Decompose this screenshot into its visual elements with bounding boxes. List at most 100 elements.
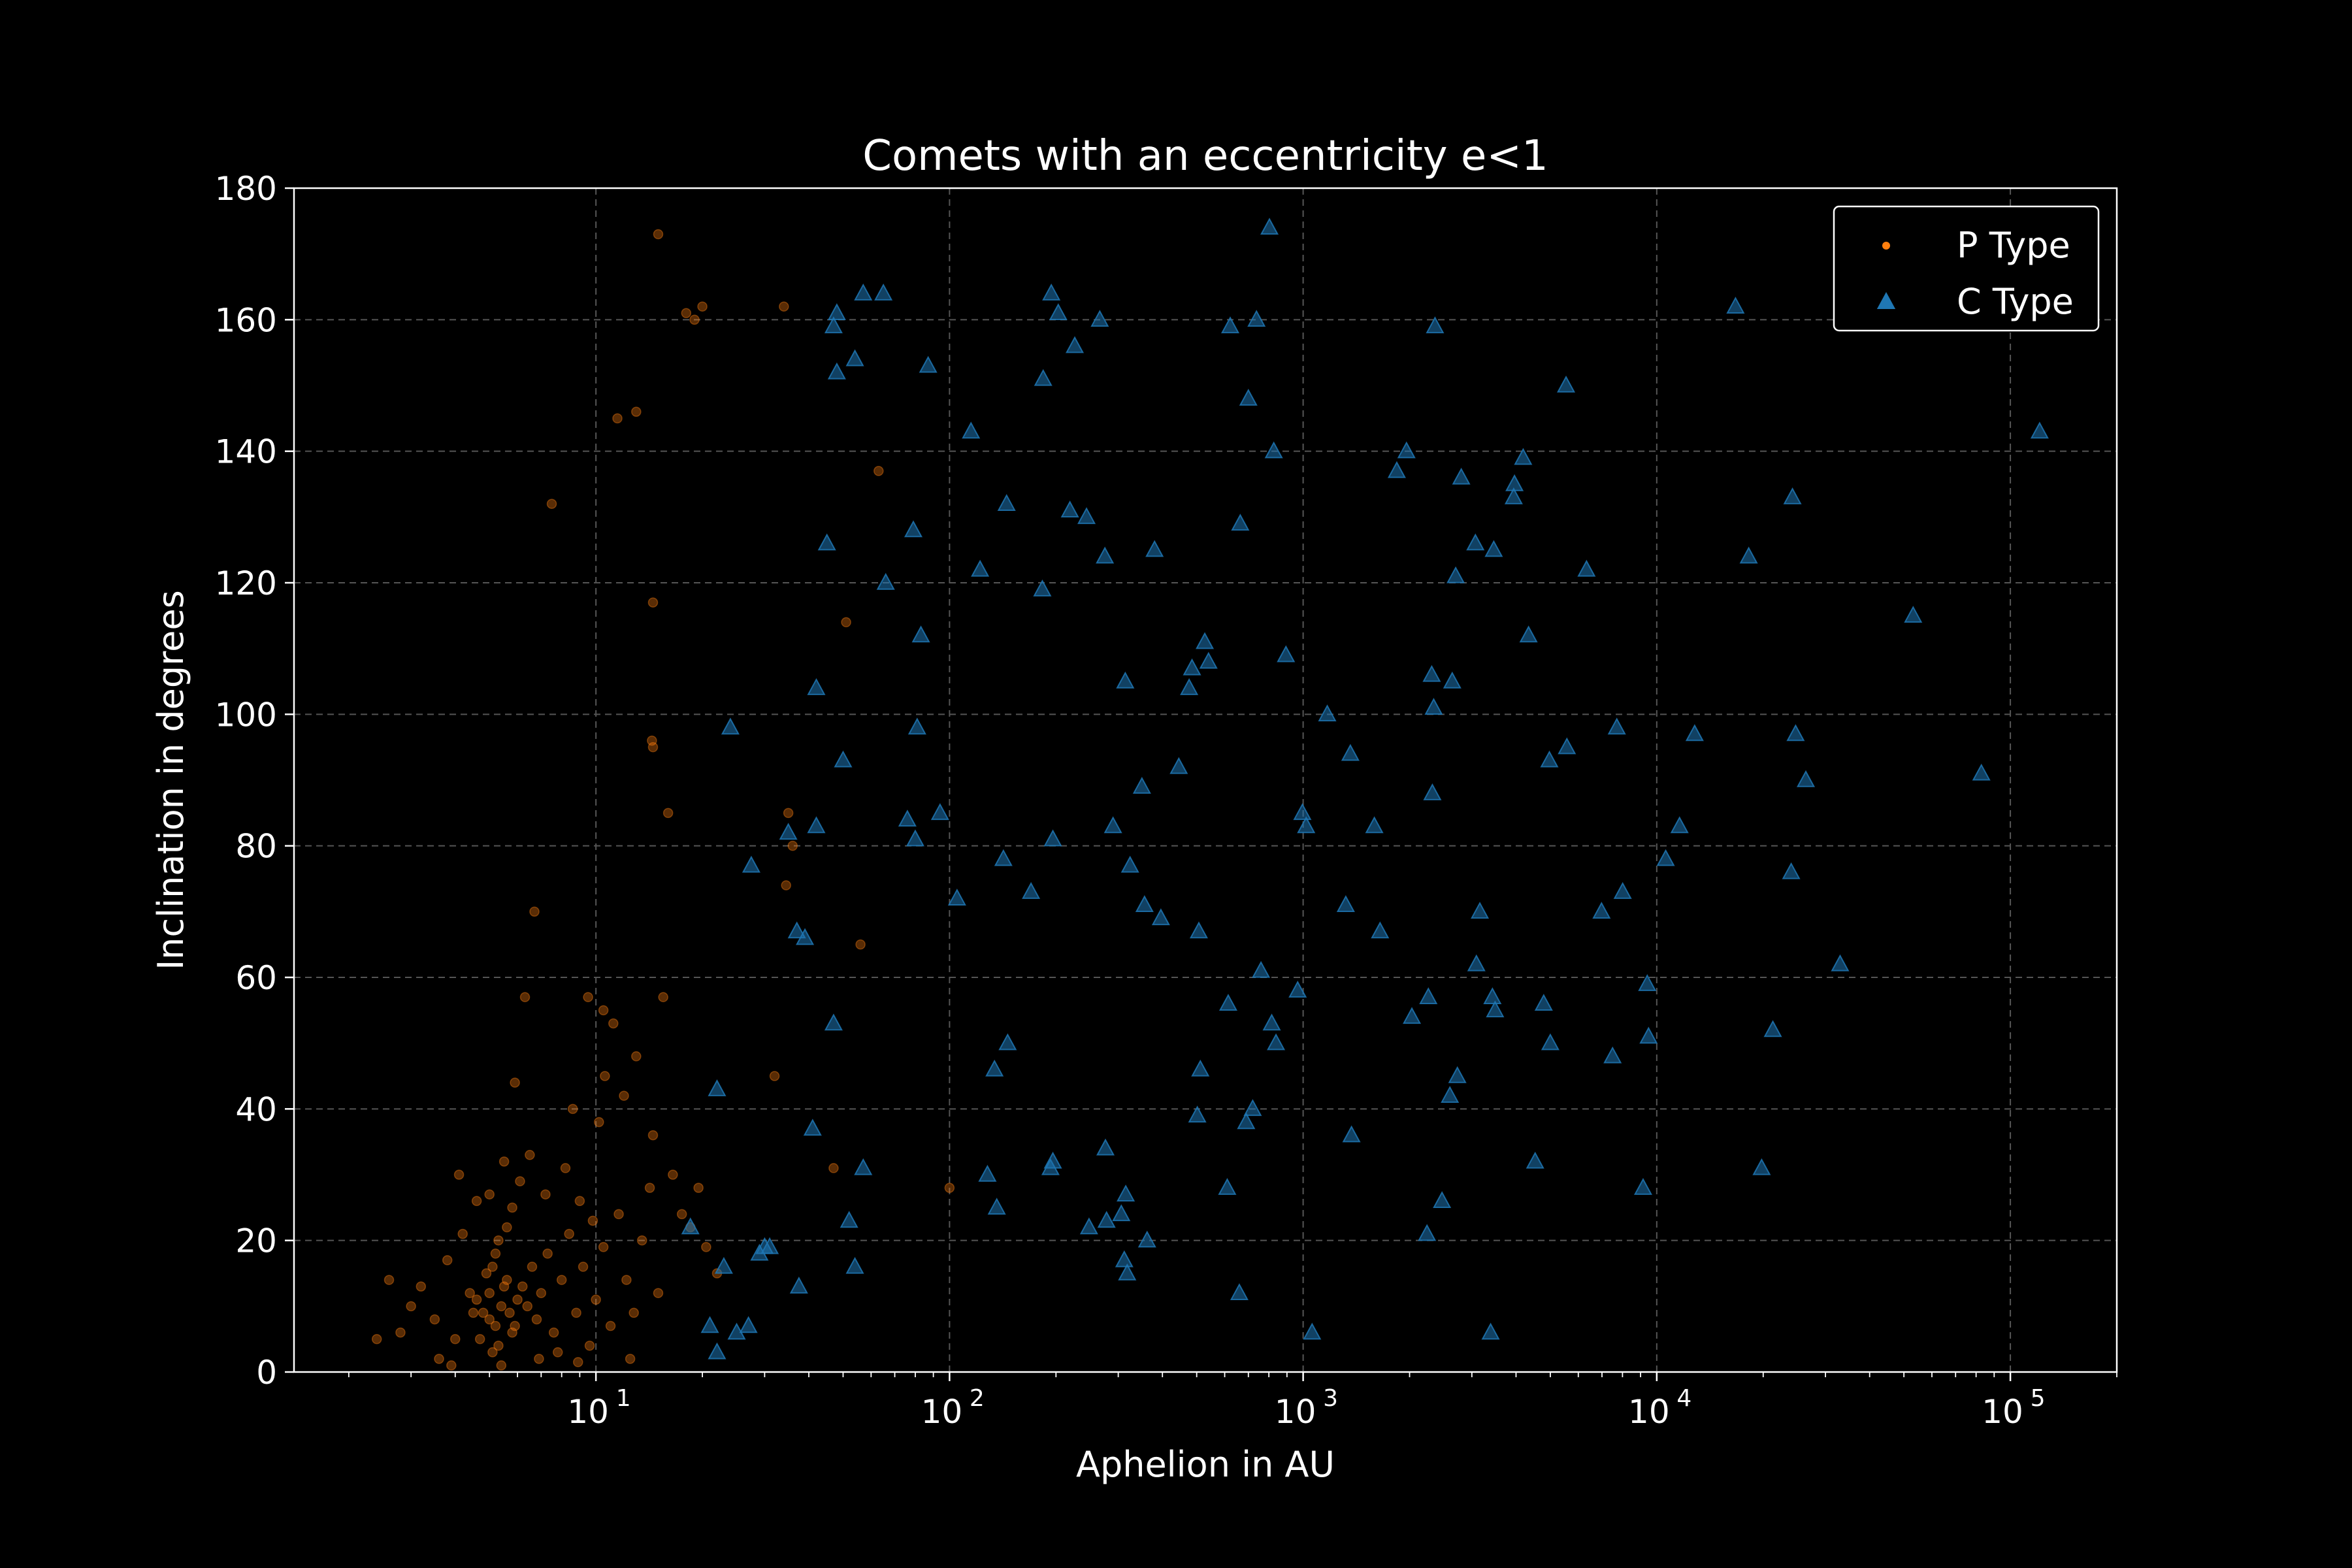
c-type-point	[1514, 448, 1533, 465]
c-type-point	[1466, 533, 1485, 551]
c-type-point	[994, 849, 1013, 866]
c-type-point	[1424, 698, 1443, 715]
c-type-point	[721, 717, 740, 735]
c-type-point	[1034, 368, 1053, 386]
c-type-point	[1267, 1033, 1286, 1051]
c-type-point	[1603, 1046, 1622, 1064]
c-type-point	[700, 1316, 719, 1333]
p-type-point	[621, 1275, 632, 1285]
c-type-point	[1633, 1178, 1652, 1195]
c-type-point	[1049, 303, 1068, 321]
c-type-point	[971, 559, 990, 577]
p-type-point	[608, 1018, 619, 1029]
c-type-point	[708, 1342, 727, 1360]
p-type-point	[625, 1354, 636, 1364]
c-type-point	[1336, 895, 1355, 913]
p-type-point	[571, 1307, 581, 1318]
p-type-point	[598, 1005, 609, 1016]
c-type-point	[803, 1119, 822, 1136]
plot-area-frame	[293, 187, 2118, 1373]
c-type-point	[978, 1164, 997, 1182]
legend-c-type-label: C Type	[1957, 281, 2074, 322]
c-type-point	[1782, 862, 1801, 879]
c-type-point	[1189, 921, 1208, 939]
c-type-point	[817, 533, 836, 551]
p-type-point	[395, 1327, 406, 1338]
c-type-point	[807, 816, 826, 834]
c-type-point	[1145, 540, 1164, 557]
c-type-point	[1426, 316, 1445, 334]
p-type-point	[384, 1275, 395, 1285]
p-type-point	[783, 808, 794, 819]
c-type-point	[1239, 389, 1258, 406]
c-type-point	[1077, 507, 1096, 525]
p-type-point	[507, 1202, 517, 1213]
p-type-point	[647, 1130, 659, 1141]
c-type-point	[997, 494, 1016, 511]
c-type-point	[827, 362, 846, 380]
c-type-point	[1132, 776, 1151, 794]
c-type-point	[906, 829, 924, 847]
p-type-point	[507, 1327, 517, 1338]
p-type-point	[450, 1333, 461, 1345]
c-type-point	[1433, 1191, 1452, 1209]
p-type-point	[493, 1235, 504, 1246]
c-type-point	[1448, 1066, 1467, 1083]
c-type-point	[1505, 474, 1524, 491]
p-type-point	[546, 498, 557, 509]
p-type-point	[510, 1077, 520, 1088]
p-type-point	[471, 1294, 482, 1305]
c-type-point	[1656, 849, 1675, 866]
c-type-point	[874, 283, 893, 301]
p-type-point	[636, 1235, 647, 1246]
c-type-point	[1231, 514, 1250, 531]
c-type-point	[1471, 902, 1490, 919]
c-type-point	[904, 520, 923, 538]
p-type-point	[647, 735, 657, 746]
c-type-point	[1452, 467, 1471, 485]
c-type-point	[1526, 1151, 1544, 1169]
p-type-point	[493, 1340, 504, 1351]
p-type-point	[429, 1314, 440, 1325]
c-type-point	[739, 1316, 758, 1333]
c-type-point	[1303, 1322, 1322, 1340]
p-type-point	[855, 939, 866, 950]
c-type-point	[1365, 816, 1384, 834]
p-type-point	[613, 1209, 624, 1220]
p-type-point	[689, 314, 700, 325]
p-type-point	[647, 597, 659, 608]
c-type-point	[1387, 461, 1406, 478]
legend-p-type-label: P Type	[1957, 225, 2070, 266]
c-type-point	[1318, 704, 1337, 722]
c-type-point	[930, 803, 949, 821]
c-type-point	[1137, 1230, 1156, 1248]
p-type-point	[564, 1228, 574, 1239]
c-type-point	[1397, 441, 1416, 459]
p-type-point	[487, 1262, 498, 1272]
c-type-point	[789, 1277, 808, 1294]
p-type-point	[498, 1281, 510, 1292]
c-type-point	[1796, 770, 1816, 787]
p-type-point	[481, 1268, 492, 1279]
p-type-point	[487, 1347, 498, 1358]
y-tick-label: 160	[215, 301, 277, 339]
c-type-point	[1607, 717, 1626, 735]
c-type-point	[1115, 1250, 1134, 1267]
c-type-point	[1169, 757, 1188, 774]
c-type-point	[1441, 1086, 1460, 1103]
legend-box	[1833, 205, 2100, 332]
c-type-point	[1904, 606, 1923, 623]
x-tick-exponent: 5	[2031, 1385, 2046, 1412]
c-type-point	[1726, 297, 1745, 314]
c-type-point	[1120, 855, 1139, 873]
c-type-point	[1419, 987, 1438, 1004]
p-type-point	[658, 992, 668, 1002]
p-type-point	[787, 840, 798, 851]
p-type-point	[371, 1333, 382, 1345]
c-type-point	[1639, 1026, 1658, 1044]
c-type-point	[1079, 1217, 1098, 1235]
c-type-point	[1556, 375, 1576, 393]
p-type-point	[502, 1275, 512, 1285]
p-type-point	[701, 1241, 711, 1252]
